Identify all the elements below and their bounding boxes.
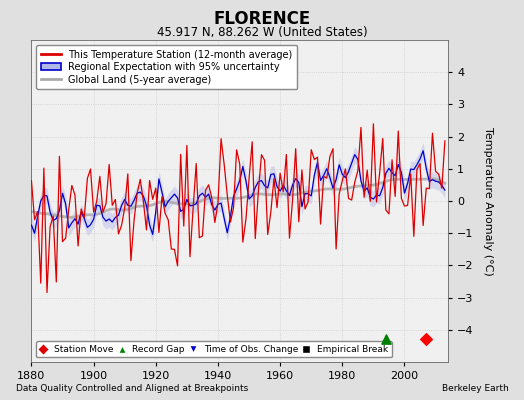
Text: Data Quality Controlled and Aligned at Breakpoints: Data Quality Controlled and Aligned at B… (16, 384, 248, 393)
Text: 45.917 N, 88.262 W (United States): 45.917 N, 88.262 W (United States) (157, 26, 367, 39)
Y-axis label: Temperature Anomaly (°C): Temperature Anomaly (°C) (483, 127, 493, 275)
Point (422, 336, 430, 343)
Point (381, 336, 390, 343)
Text: Berkeley Earth: Berkeley Earth (442, 384, 508, 393)
Text: FLORENCE: FLORENCE (213, 10, 311, 28)
Legend: Station Move, Record Gap, Time of Obs. Change, Empirical Break: Station Move, Record Gap, Time of Obs. C… (36, 341, 392, 358)
